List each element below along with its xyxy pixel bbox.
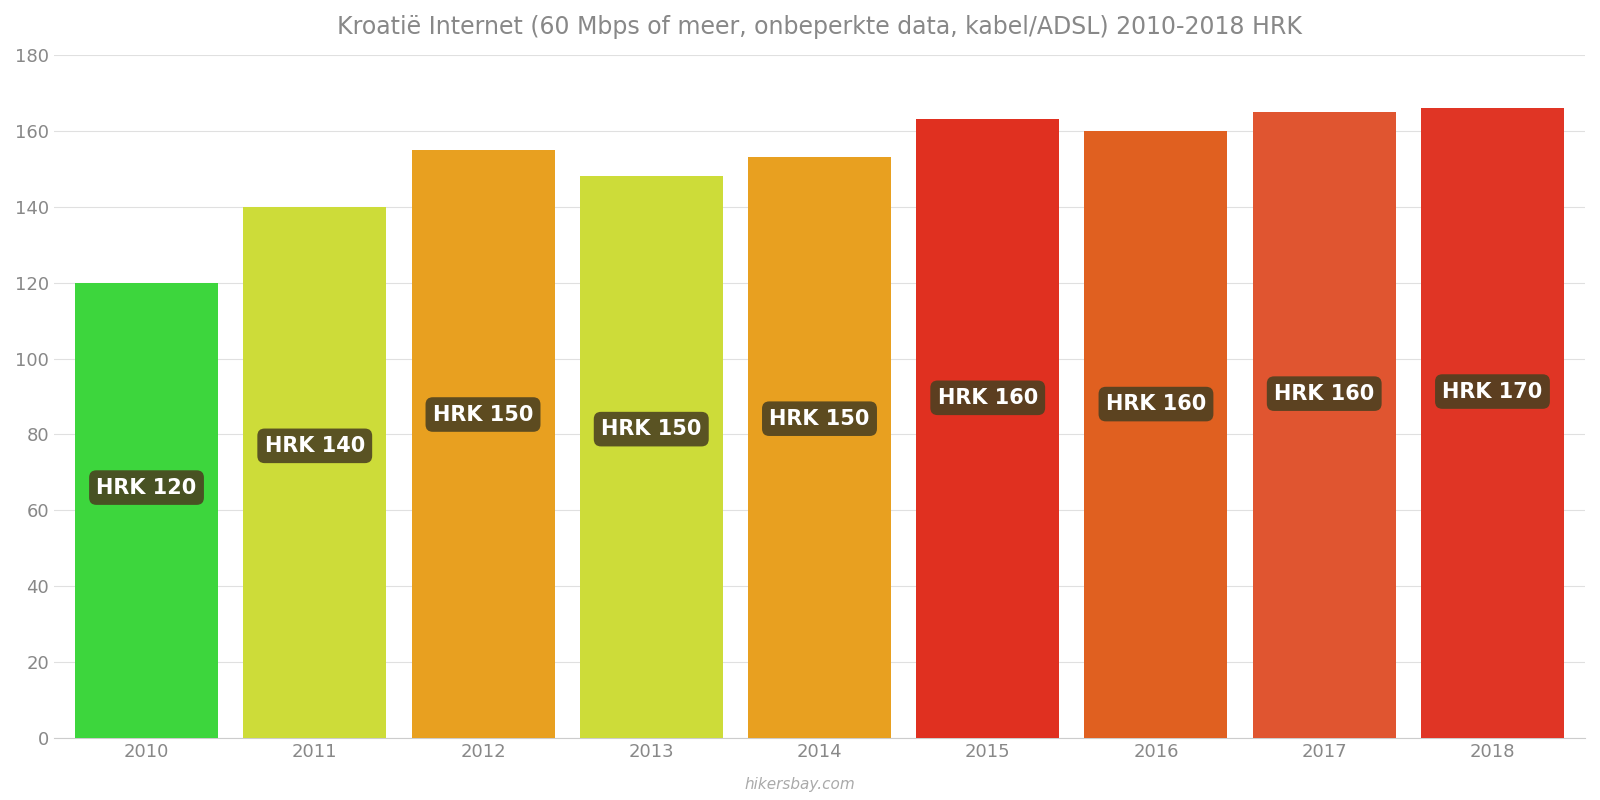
Bar [1253,112,1395,738]
Text: HRK 150: HRK 150 [602,419,701,439]
Text: HRK 150: HRK 150 [770,409,870,429]
Bar [579,176,723,738]
Text: HRK 160: HRK 160 [1274,384,1374,404]
Text: HRK 160: HRK 160 [938,388,1038,408]
Bar [243,206,386,738]
Bar [1085,130,1227,738]
Bar [917,119,1059,738]
Text: HRK 120: HRK 120 [96,478,197,498]
Text: HRK 140: HRK 140 [264,436,365,456]
Bar [75,282,218,738]
Text: HRK 150: HRK 150 [434,405,533,425]
Bar [747,158,891,738]
Bar [1421,108,1563,738]
Text: HRK 160: HRK 160 [1106,394,1206,414]
Bar [411,150,555,738]
Text: hikersbay.com: hikersbay.com [744,777,856,792]
Text: HRK 170: HRK 170 [1442,382,1542,402]
Title: Kroatië Internet (60 Mbps of meer, onbeperkte data, kabel/ADSL) 2010-2018 HRK: Kroatië Internet (60 Mbps of meer, onbep… [338,15,1302,39]
